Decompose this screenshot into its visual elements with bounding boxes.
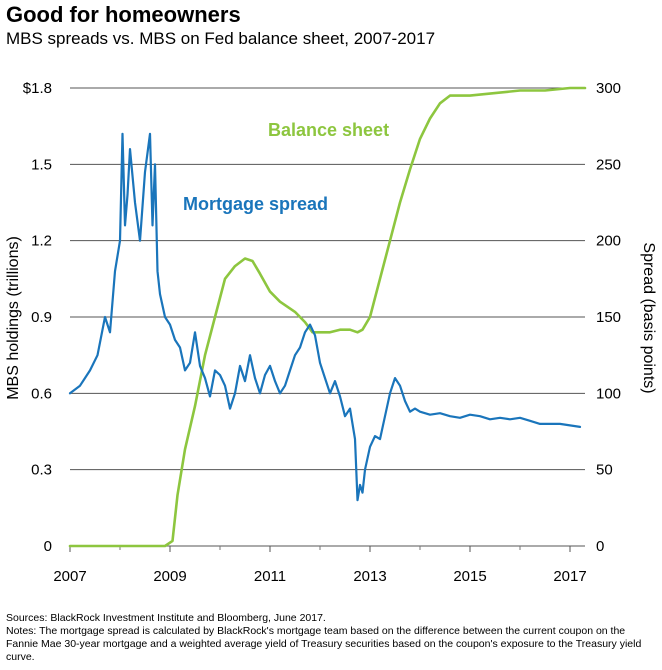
y-left-tick-label: $1.8 xyxy=(23,80,52,97)
left-axis-label: MBS holdings (trillions) xyxy=(5,236,22,400)
balance-sheet-line xyxy=(68,86,587,548)
x-tick-label: 2009 xyxy=(153,568,186,585)
x-tick-label: 2013 xyxy=(353,568,386,585)
x-tick-label: 2007 xyxy=(53,568,86,585)
mortgage-spread-line xyxy=(68,132,582,502)
y-left-tick-label: 0 xyxy=(44,538,52,555)
mortgage-spread-label: Mortgage spread xyxy=(183,194,328,214)
right-axis-label: Spread (basis points) xyxy=(640,242,657,393)
x-tick-label: 2011 xyxy=(254,568,286,585)
y-right-tick-label: 250 xyxy=(596,156,621,173)
balance-sheet-label: Balance sheet xyxy=(268,120,389,140)
series-lines xyxy=(68,86,587,548)
axis-ticks: 0 0.3 0.6 0.9 1.2 1.5 $1.8 0 50 100 150 200 250 300 20… xyxy=(23,80,621,585)
y-right-tick-label: 200 xyxy=(596,233,621,250)
chart-subtitle: MBS spreads vs. MBS on Fed balance sheet… xyxy=(6,29,436,48)
methodology-note: Notes: The mortgage spread is calculated… xyxy=(6,625,642,663)
x-tick-label: 2017 xyxy=(553,568,586,585)
y-right-tick-label: 0 xyxy=(596,538,604,555)
footnotes: Sources: BlackRock Investment Institute … xyxy=(6,612,656,664)
y-left-tick-label: 1.2 xyxy=(31,233,52,250)
y-left-tick-label: 0.9 xyxy=(31,309,52,326)
y-left-tick-label: 1.5 xyxy=(31,156,52,173)
y-right-tick-label: 300 xyxy=(596,80,621,97)
y-right-tick-label: 50 xyxy=(596,462,613,479)
line-chart: 0 0.3 0.6 0.9 1.2 1.5 $1.8 0 50 100 150 200 250 300 20… xyxy=(5,80,657,585)
y-left-tick-label: 0.3 xyxy=(31,462,52,479)
y-left-tick-label: 0.6 xyxy=(31,385,52,402)
y-right-tick-label: 150 xyxy=(596,309,621,326)
y-right-tick-label: 100 xyxy=(596,385,621,402)
x-tick-label: 2015 xyxy=(453,568,486,585)
chart-title: Good for homeowners xyxy=(6,2,241,27)
sources-note: Sources: BlackRock Investment Institute … xyxy=(6,612,326,624)
